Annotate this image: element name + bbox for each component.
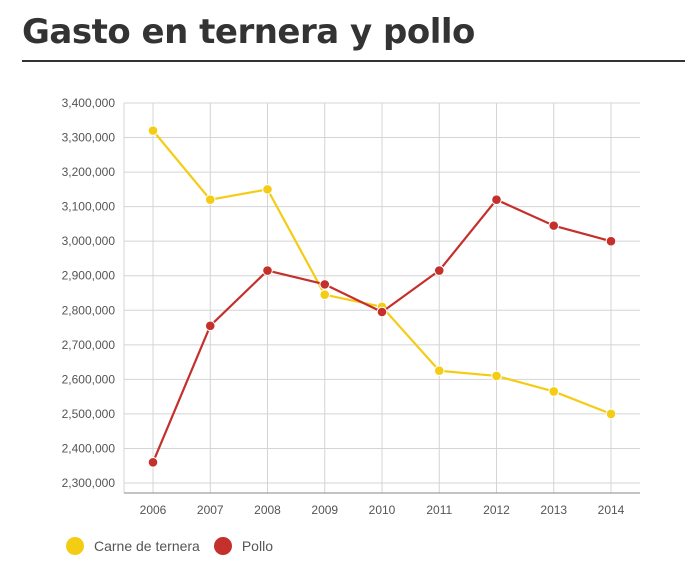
y-tick-label: 2,700,000 <box>62 338 116 352</box>
data-point-pollo[interactable] <box>376 306 388 318</box>
y-tick-label: 3,400,000 <box>62 96 116 110</box>
data-point-ternera[interactable] <box>433 365 445 377</box>
legend-label-pollo: Pollo <box>241 538 273 554</box>
legend-swatch-ternera <box>66 537 84 555</box>
data-point-pollo[interactable] <box>319 279 331 290</box>
grid <box>124 102 640 493</box>
data-point-ternera[interactable] <box>605 408 617 420</box>
x-tick-label: 2012 <box>483 503 510 517</box>
data-point-pollo[interactable] <box>548 220 560 231</box>
legend-item-pollo[interactable]: Pollo <box>213 537 273 555</box>
data-point-ternera[interactable] <box>204 194 216 206</box>
y-tick-label: 3,000,000 <box>62 234 116 248</box>
axes: 2,300,000 2,400,000 2,500,000 2,600,000 2,70… <box>62 96 640 517</box>
y-tick-label: 2,300,000 <box>62 476 116 490</box>
x-tick-label: 2007 <box>197 503 224 517</box>
data-point-pollo[interactable] <box>491 194 502 206</box>
data-point-ternera[interactable] <box>262 184 273 195</box>
x-tick-label: 2013 <box>540 503 567 517</box>
data-point-ternera[interactable] <box>491 370 502 382</box>
data-point-pollo[interactable] <box>147 456 159 468</box>
data-point-pollo[interactable] <box>433 265 445 276</box>
data-point-pollo[interactable] <box>262 265 273 276</box>
x-tick-label: 2006 <box>140 503 167 517</box>
title-underline <box>22 60 685 62</box>
y-tick-label: 2,900,000 <box>62 269 116 283</box>
series <box>147 125 617 468</box>
y-tick-label: 2,800,000 <box>62 303 116 317</box>
data-point-ternera[interactable] <box>147 125 159 136</box>
x-tick-label: 2011 <box>426 503 452 517</box>
y-tick-label: 3,200,000 <box>62 165 116 179</box>
legend: Carne de ternera Pollo <box>66 537 287 555</box>
data-point-pollo[interactable] <box>204 320 216 332</box>
y-tick-label: 2,400,000 <box>62 441 116 455</box>
legend-swatch-pollo <box>213 537 232 555</box>
y-tick-label: 3,300,000 <box>62 131 116 145</box>
y-tick-label: 2,600,000 <box>62 372 116 386</box>
data-point-pollo[interactable] <box>605 235 617 247</box>
x-tick-label: 2009 <box>311 503 338 517</box>
legend-label-ternera: Carne de ternera <box>94 538 200 554</box>
x-tick-label: 2008 <box>254 503 281 517</box>
y-tick-label: 2,500,000 <box>62 407 116 421</box>
y-tick-label: 3,100,000 <box>62 200 116 214</box>
chart-title: Gasto en ternera y pollo <box>22 12 475 52</box>
data-point-ternera[interactable] <box>548 386 560 397</box>
legend-item-ternera[interactable]: Carne de ternera <box>66 537 200 555</box>
data-point-ternera[interactable] <box>319 289 331 301</box>
x-tick-label: 2014 <box>598 503 625 517</box>
x-tick-label: 2010 <box>369 503 396 517</box>
